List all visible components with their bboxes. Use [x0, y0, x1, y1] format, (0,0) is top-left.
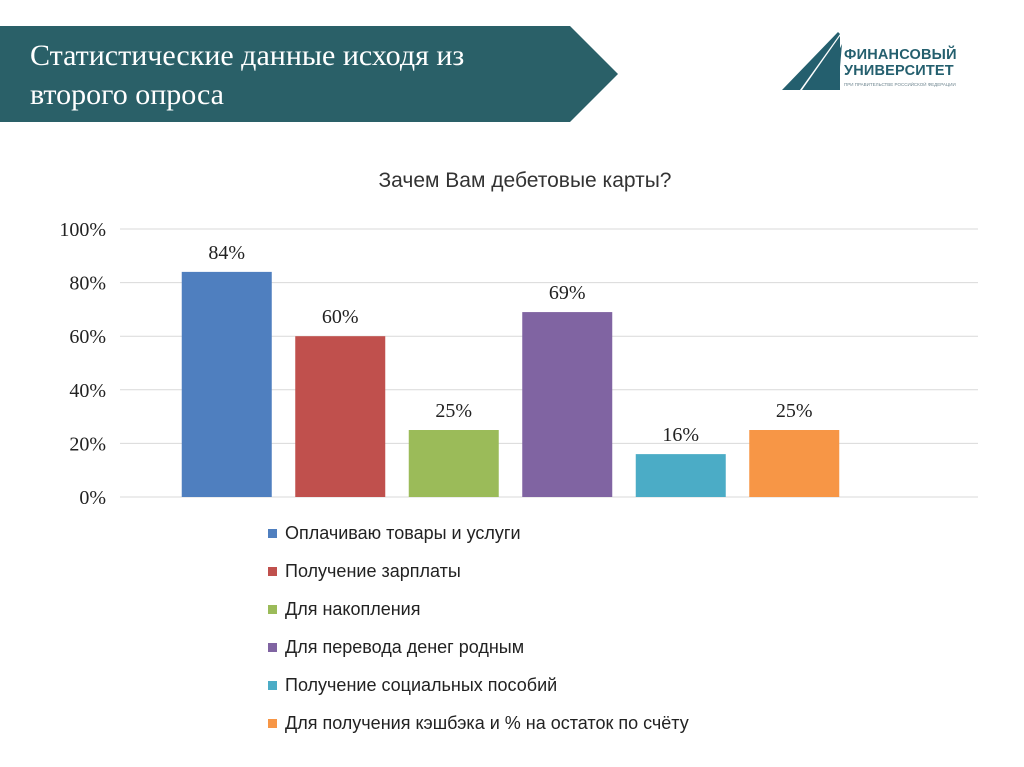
- y-tick-label: 40%: [69, 380, 106, 402]
- data-label: 69%: [549, 282, 586, 304]
- data-label: 60%: [322, 306, 359, 328]
- university-logo: [782, 32, 842, 90]
- y-tick-label: 60%: [69, 326, 106, 348]
- legend-swatch: [268, 528, 277, 538]
- data-label: 84%: [208, 242, 245, 264]
- legend-label: Для накопления: [285, 598, 421, 619]
- legend-label: Оплачиваю товары и услуги: [285, 522, 521, 543]
- legend-item: Для получения кэшбэка и % на остаток по …: [268, 704, 689, 742]
- data-label: 25%: [776, 400, 813, 422]
- legend-swatch: [268, 604, 277, 614]
- logo-name: ФИНАНСОВЫЙ УНИВЕРСИТЕТ: [844, 47, 957, 79]
- y-tick-label: 80%: [69, 273, 106, 295]
- data-labels: 84% 60% 25% 69% 16% 25%: [208, 242, 812, 446]
- legend-swatch: [268, 680, 277, 690]
- legend-swatch: [268, 566, 277, 576]
- page-title: Статистические данные исходя из второго …: [30, 39, 465, 111]
- legend-item: Оплачиваю товары и услуги: [268, 514, 689, 552]
- y-axis: 0% 20% 40% 60% 80% 100%: [59, 219, 106, 509]
- chart-legend: Оплачиваю товары и услуги Получение зарпл…: [268, 514, 689, 742]
- logo-subtitle: ПРИ ПРАВИТЕЛЬСТВЕ РОССИЙСКОЙ ФЕДЕРАЦИИ: [844, 82, 956, 87]
- bar: [181, 271, 272, 497]
- legend-item: Получение зарплаты: [268, 552, 689, 590]
- bar: [749, 430, 840, 497]
- chart-title: Зачем Вам дебетовые карты?: [379, 169, 672, 192]
- legend-item: Получение социальных пособий: [268, 666, 689, 704]
- data-label: 16%: [662, 424, 699, 446]
- bars: [181, 271, 840, 497]
- legend-item: Для накопления: [268, 590, 689, 628]
- bar: [295, 336, 386, 497]
- legend-item: Для перевода денег родным: [268, 628, 689, 666]
- y-tick-label: 20%: [69, 433, 106, 455]
- bar: [522, 312, 613, 497]
- legend-label: Для перевода денег родным: [285, 636, 525, 657]
- data-label: 25%: [435, 400, 472, 422]
- legend-label: Для получения кэшбэка и % на остаток по …: [285, 712, 689, 733]
- y-tick-label: 100%: [59, 219, 106, 241]
- legend-label: Получение зарплаты: [285, 560, 461, 581]
- header-banner: [0, 26, 618, 122]
- y-tick-label: 0%: [79, 487, 106, 509]
- bar: [408, 430, 499, 497]
- legend-swatch: [268, 642, 277, 652]
- bar: [635, 454, 726, 497]
- legend-label: Получение социальных пособий: [285, 674, 558, 695]
- header-banner-shape: [0, 26, 618, 122]
- logo-mark-icon: [782, 32, 842, 90]
- legend-swatch: [268, 718, 277, 728]
- bar-chart: Зачем Вам дебетовые карты? 0% 20% 40% 60% 80…: [59, 169, 978, 509]
